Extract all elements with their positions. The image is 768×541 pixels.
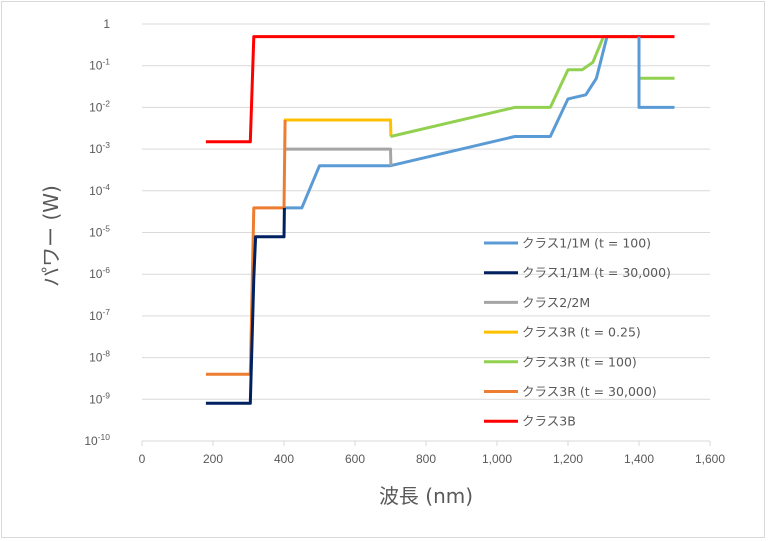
legend-label: クラス1/1M (t = 30,000) xyxy=(522,265,671,280)
series-line xyxy=(205,119,287,376)
y-tick-label: 10-8 xyxy=(89,349,110,365)
y-tick-label: 10-4 xyxy=(89,182,110,198)
gridlines xyxy=(142,23,710,400)
y-tick-label: 1 xyxy=(103,17,110,31)
y-tick-label: 10-7 xyxy=(89,307,110,323)
y-tick-label: 10-5 xyxy=(89,224,110,240)
y-tick-label: 10-9 xyxy=(89,390,110,406)
legend-label: クラス2/2M xyxy=(522,295,590,310)
axes xyxy=(141,440,711,446)
series-line xyxy=(205,35,675,144)
legend-label: クラス1/1M (t = 100) xyxy=(522,236,651,251)
y-tick-label: 10-6 xyxy=(89,265,110,281)
legend-label: クラス3R (t = 0.25) xyxy=(522,325,641,340)
x-tick-label: 800 xyxy=(416,452,436,466)
y-tick-label: 10-10 xyxy=(84,432,110,448)
series-line xyxy=(637,36,675,109)
y-tick-label: 10-1 xyxy=(89,57,110,73)
x-tick-label: 1,000 xyxy=(482,452,512,466)
x-tick-label: 1,400 xyxy=(624,452,654,466)
x-tick-label: 0 xyxy=(139,452,146,466)
x-tick-label: 1,600 xyxy=(695,452,725,466)
legend-label: クラス3B xyxy=(522,414,576,429)
y-tick-label: 10-3 xyxy=(89,140,110,156)
x-tick-label: 200 xyxy=(203,452,223,466)
legend: クラス1/1M (t = 100) クラス1/1M (t = 30,000) クラス… xyxy=(484,236,671,429)
series-line xyxy=(284,36,609,210)
x-tick-label: 1,200 xyxy=(553,452,583,466)
series-line xyxy=(284,147,393,166)
y-tick-labels: 1 10-1 10-2 10-3 10-4 10-5 10-6 10-7 10-8 10-9 10-… xyxy=(84,17,110,448)
series-line xyxy=(284,118,393,137)
x-tick-label: 400 xyxy=(274,452,294,466)
y-axis-title: パワー (W) xyxy=(39,185,63,287)
x-tick-labels: 0 200 400 600 800 1,000 1,200 1,400 1,600 xyxy=(139,452,726,466)
x-tick-label: 600 xyxy=(345,452,365,466)
legend-label: クラス3R (t = 100) xyxy=(522,354,637,369)
series-lines xyxy=(205,35,675,405)
series-line xyxy=(390,35,675,138)
series-line xyxy=(205,207,286,405)
legend-label: クラス3R (t = 30,000) xyxy=(522,384,657,399)
x-axis-title: 波長 (nm) xyxy=(379,484,473,508)
y-tick-label: 10-2 xyxy=(89,98,110,114)
